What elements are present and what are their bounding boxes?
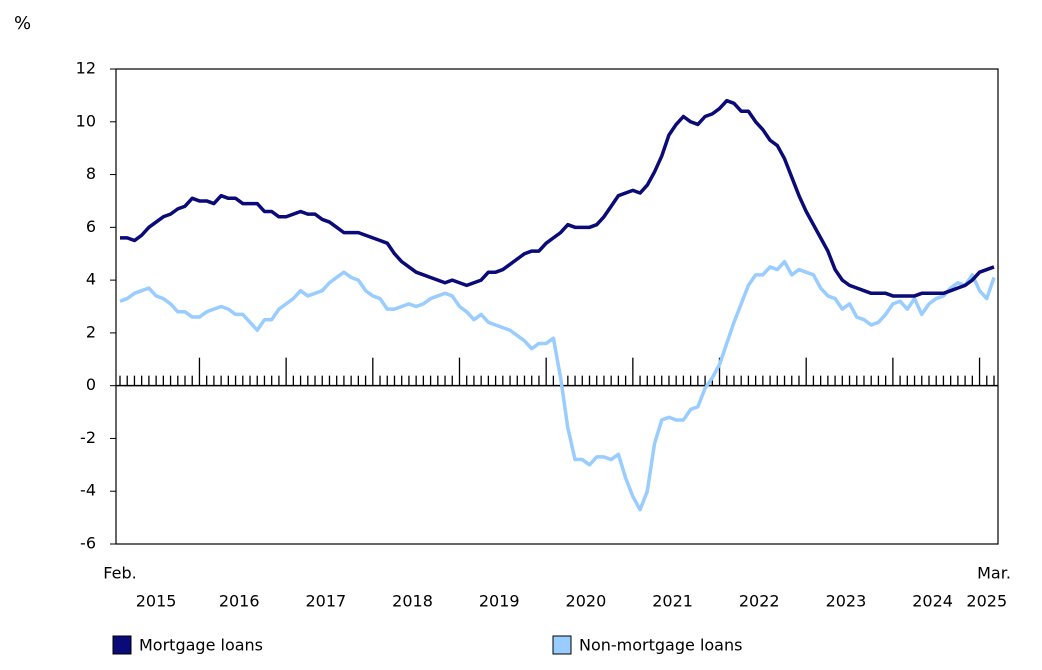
x-end-label: Mar. [977,564,1011,583]
x-year-label: 2018 [392,592,433,611]
series-line [119,259,996,512]
x-year-label: 2021 [652,592,693,611]
y-unit-label: % [14,13,31,34]
y-tick-label: 4 [86,270,96,289]
y-tick-label: 8 [86,164,96,183]
x-year-label: 2022 [739,592,780,611]
x-year-label: 2015 [136,592,177,611]
legend-swatch [552,635,572,655]
y-tick-label: 10 [76,111,96,130]
y-tick-label: 6 [86,217,96,236]
y-tick-label: -6 [80,534,96,553]
x-year-label: 2023 [826,592,867,611]
x-start-label: Feb. [103,564,136,583]
y-tick-label: 0 [86,375,96,394]
series-line [120,98,995,298]
y-tick-label: -4 [80,481,96,500]
x-year-label: 2024 [912,592,953,611]
plot-frame [115,68,999,545]
y-tick-label: -2 [80,428,96,447]
x-year-label: 2019 [479,592,520,611]
y-tick-label: 12 [76,59,96,78]
x-year-label: 2025 [966,592,1007,611]
legend-label: Non-mortgage loans [579,636,742,655]
y-tick-label: 2 [86,322,96,341]
x-year-label: 2020 [566,592,607,611]
legend-swatch [112,635,132,655]
legend-label: Mortgage loans [139,636,263,655]
x-year-label: 2017 [306,592,347,611]
x-year-label: 2016 [219,592,260,611]
